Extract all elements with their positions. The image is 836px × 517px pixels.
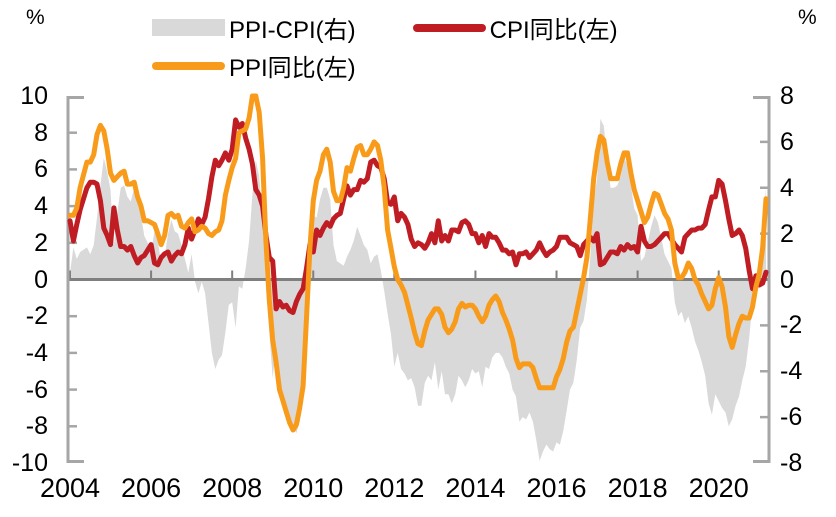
right-axis-tick-label: 4 <box>780 173 794 202</box>
ppi-line <box>67 93 769 433</box>
left-axis-tick-label: 8 <box>34 118 48 147</box>
x-axis-tick-label: 2004 <box>39 473 101 503</box>
x-axis-tick-label: 2012 <box>364 473 425 503</box>
left-axis-tick-label: 2 <box>34 228 48 257</box>
right-axis-tick-label: -8 <box>780 449 803 477</box>
left-axis-unit-label: % <box>26 6 45 29</box>
right-axis-unit-label: % <box>798 6 817 29</box>
right-axis-tick-label: -6 <box>780 403 803 432</box>
right-axis-tick-label: 8 <box>780 82 794 110</box>
left-axis-tick-label: 4 <box>34 192 48 221</box>
x-axis-tick-label: 2010 <box>283 473 344 503</box>
left-axis-tick-label: -6 <box>25 375 48 404</box>
cpi-line <box>67 117 769 315</box>
legend-row-2: PPI同比(左) <box>152 48 356 83</box>
left-axis-tick-label: 6 <box>34 155 48 184</box>
left-axis-tick-label: -2 <box>25 302 48 331</box>
right-axis-tick-label: -2 <box>780 311 803 340</box>
cpi-legend-label: CPI同比(左) <box>489 17 618 44</box>
x-axis-tick-label: 2016 <box>526 473 587 503</box>
left-axis-tick-label: 0 <box>34 265 48 294</box>
ppi-legend-swatch <box>152 61 225 70</box>
x-axis-tick-label: 2020 <box>688 473 749 503</box>
x-axis-tick-label: 2006 <box>121 473 182 503</box>
left-axis-tick-label: -8 <box>25 412 48 441</box>
left-axis-tick-label: -4 <box>25 338 48 367</box>
right-axis-tick-label: 6 <box>780 127 794 156</box>
right-axis-tick-label: -4 <box>780 357 803 386</box>
left-axis-tick-label: -10 <box>11 449 48 477</box>
right-axis-tick-label: 2 <box>780 219 794 248</box>
x-axis-tick-label: 2014 <box>445 473 506 503</box>
cpi-legend-swatch <box>412 23 486 32</box>
ppi-cpi-spread-legend-label: PPI-CPI(右) <box>229 17 356 44</box>
legend-row-1: PPI-CPI(右) CPI同比(左) <box>152 10 618 45</box>
right-axis-tick-label: 0 <box>780 265 794 294</box>
ppi-cpi-spread-legend-swatch <box>152 19 225 36</box>
ppi-cpi-spread-area <box>70 118 766 461</box>
ppi-legend-label: PPI同比(左) <box>229 55 356 82</box>
x-axis-tick-label: 2018 <box>607 473 668 503</box>
x-axis-tick-label: 2008 <box>202 473 263 503</box>
left-axis-tick-label: 10 <box>20 82 48 110</box>
